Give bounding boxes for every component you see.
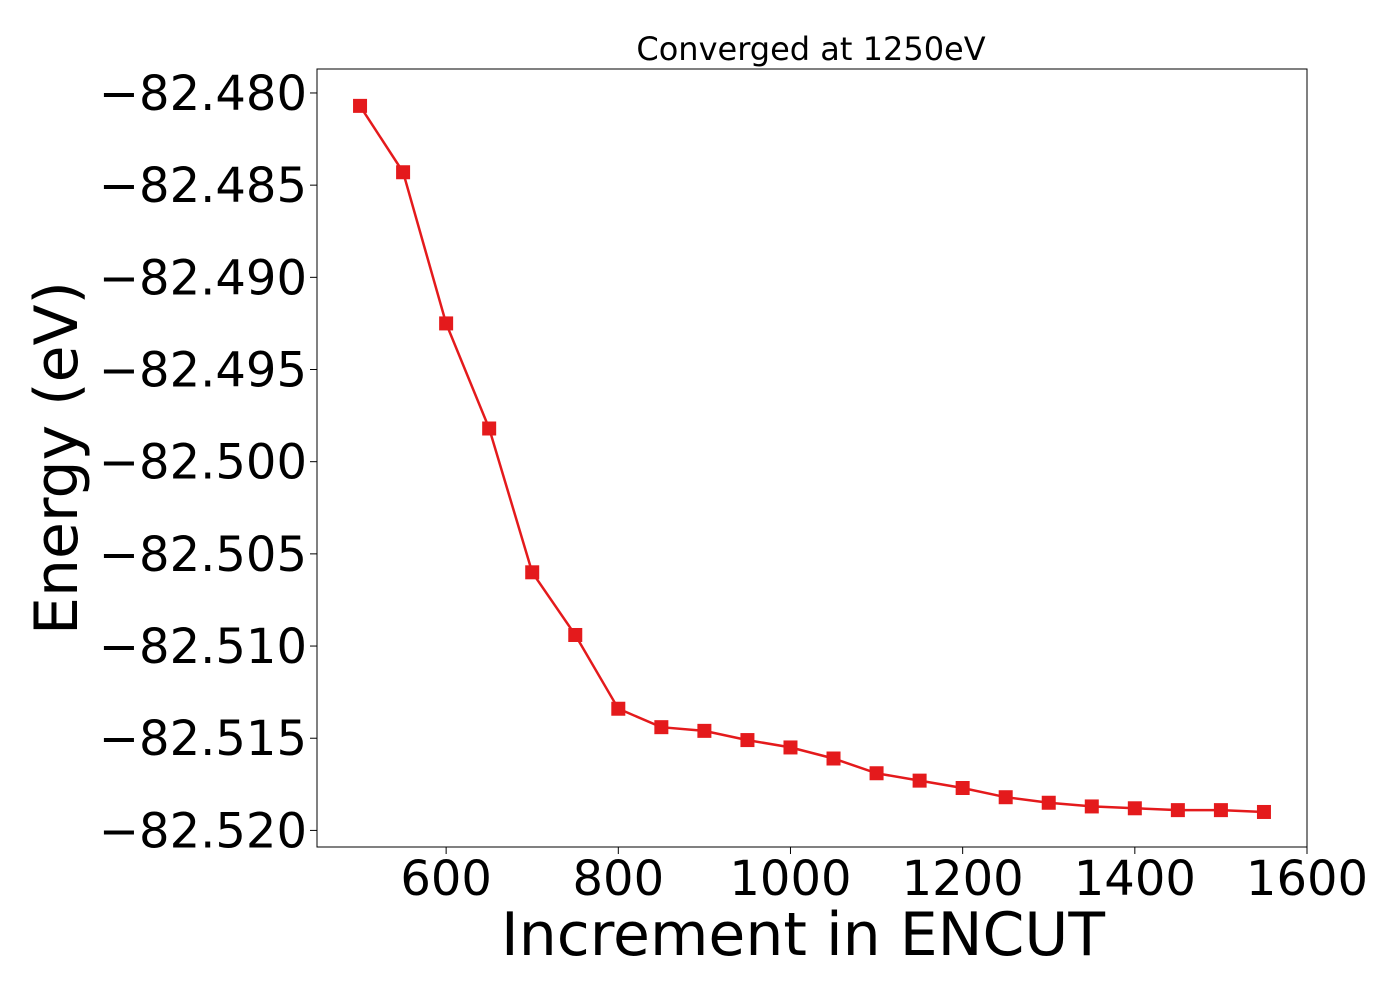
data-point	[1213, 803, 1228, 818]
x-tick-label: 1200	[902, 851, 1024, 907]
y-axis: −82.480 −82.485 −82.490 −82.495 −82.500 −82.5…	[99, 66, 317, 859]
x-tick-label: 600	[400, 851, 492, 907]
x-tick-label: 1000	[729, 851, 851, 907]
y-tick-label: −82.515	[99, 711, 307, 767]
y-tick-label: −82.490	[99, 250, 307, 306]
data-point	[654, 720, 669, 735]
data-point	[353, 98, 368, 113]
series-layer	[353, 98, 1271, 819]
data-point	[482, 421, 497, 436]
y-tick-label: −82.520	[99, 803, 307, 859]
data-point	[740, 733, 755, 748]
x-axis: 600 800 1000 1200 1400 1600	[400, 847, 1368, 907]
data-point	[783, 740, 798, 755]
data-point	[869, 766, 884, 781]
y-tick-label: −82.480	[99, 66, 307, 122]
data-point	[912, 773, 927, 788]
data-point	[1127, 801, 1142, 816]
data-point	[396, 165, 411, 180]
y-tick-label: −82.485	[99, 158, 307, 214]
x-tick-label: 1600	[1246, 851, 1368, 907]
data-point	[611, 701, 626, 716]
y-tick-label: −82.505	[99, 527, 307, 583]
data-point	[826, 751, 841, 766]
y-axis-label: Energy (eV)	[22, 281, 92, 635]
data-point	[1041, 795, 1056, 810]
data-point	[439, 316, 454, 331]
data-point	[1170, 803, 1185, 818]
data-point	[955, 781, 970, 796]
x-tick-label: 800	[572, 851, 664, 907]
plot-area	[316, 68, 1308, 848]
data-point	[1256, 804, 1271, 819]
x-axis-label: Increment in ENCUT	[501, 900, 1105, 970]
y-tick-label: −82.495	[99, 343, 307, 399]
series-line	[358, 105, 1265, 814]
x-tick-label: 1400	[1074, 851, 1196, 907]
data-point	[998, 790, 1013, 805]
data-point	[1084, 799, 1099, 814]
data-point	[697, 723, 712, 738]
chart-title: Converged at 1250eV	[636, 30, 985, 68]
data-point	[525, 565, 540, 580]
y-tick-label: −82.500	[99, 435, 307, 491]
y-tick-label: −82.510	[99, 619, 307, 675]
data-point	[568, 627, 583, 642]
